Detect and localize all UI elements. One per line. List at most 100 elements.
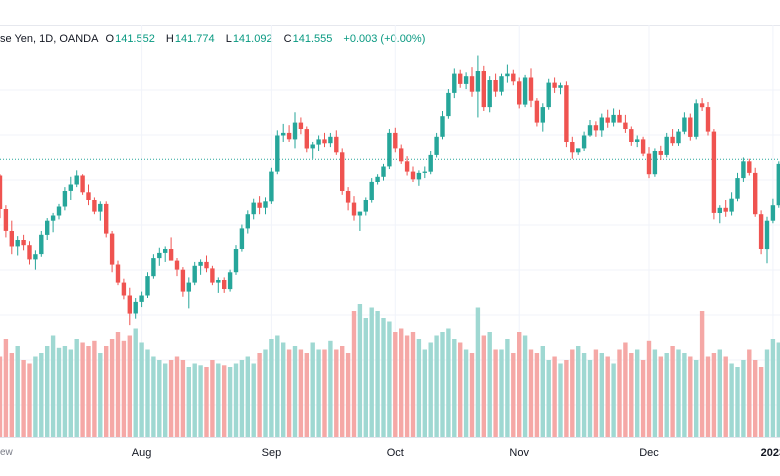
candle-body [151,258,156,277]
candle-body [163,249,168,253]
candle [517,77,522,109]
candle-body [263,201,268,208]
volume-bar [534,353,540,437]
volume-bar [434,335,439,437]
candle [204,255,209,273]
candle [428,150,433,175]
volume-bar [316,349,321,437]
candle-body [80,175,85,193]
volume-bar [682,353,687,437]
candle [463,72,469,90]
open-label: O [105,33,115,45]
candle-body [404,161,410,172]
time-axis-label: Oct [387,447,404,459]
candle [770,198,776,224]
candle [540,103,545,132]
candle-body [705,107,711,132]
candle [705,101,711,136]
candle-body [475,71,481,92]
volume-bar [157,360,162,437]
candle-body [440,116,445,137]
candle [652,148,658,177]
candle-body [50,215,56,221]
candle [180,267,186,297]
volume-bar [45,346,50,437]
volume-bar [263,349,268,437]
candle-body [576,148,581,153]
volume-bar [753,360,758,437]
volume-bar [139,342,144,437]
volume-bar [487,332,492,437]
candlestick-chart[interactable] [0,25,780,437]
candle-body [534,100,540,123]
candle [98,201,103,221]
candle [458,69,463,88]
candle-body [522,77,528,105]
candle [109,230,115,273]
volume-bar [387,321,392,437]
volume-bar [15,346,20,437]
volume-bar [210,360,215,437]
candle-body [410,171,416,180]
volume-bar [98,353,103,437]
candle [570,136,575,159]
volume-bar [351,311,357,437]
volume-bar [688,356,693,437]
candle-body [564,85,569,142]
candle-body [652,151,658,175]
candle-body [334,136,339,153]
volume-bar [357,304,363,437]
candle [133,298,138,319]
candle [381,163,386,181]
candle-body [109,233,115,265]
volume-bar [121,340,127,437]
candle-body [133,301,138,314]
high-value: 141.774 [174,33,215,45]
candle-body [357,211,363,216]
candle-body [98,203,103,212]
candle [522,74,528,108]
volume-bar [222,365,227,437]
candle [263,197,268,215]
candle [493,73,498,97]
candle [39,230,44,257]
candle-body [257,202,262,208]
time-axis[interactable]: Aug Sep Oct Nov Dec 2023 [0,437,780,471]
candle-body [275,135,280,172]
candle-body [629,129,634,142]
candle-body [351,202,357,216]
candle [151,254,156,279]
candle [670,129,675,146]
candle [21,234,26,251]
volume-bar [764,349,770,437]
volume-bar [517,332,522,437]
candle-body [328,136,333,144]
candle [298,117,304,135]
volume-bar [0,356,3,437]
candle-body [646,153,652,175]
volume-bar [104,346,109,437]
candle [74,170,79,188]
candle-body [15,240,20,247]
candle [729,192,734,216]
volume-bar [711,353,717,437]
candle-body [676,131,681,144]
volume-bar [322,349,327,437]
candle [168,237,174,261]
candle-body [127,295,132,314]
candle [558,82,563,95]
candle [15,236,20,256]
volume-bar [564,360,569,437]
candle [33,250,38,270]
candle [157,247,162,266]
candle-body [139,295,144,302]
candle-body [74,175,79,185]
volume-bar [658,356,663,437]
candle [611,108,616,127]
volume-bar [204,367,209,437]
candle [440,111,445,140]
volume-bar [375,311,380,437]
candle-body [145,276,150,296]
volume-bar [499,349,504,437]
candle [694,99,699,140]
